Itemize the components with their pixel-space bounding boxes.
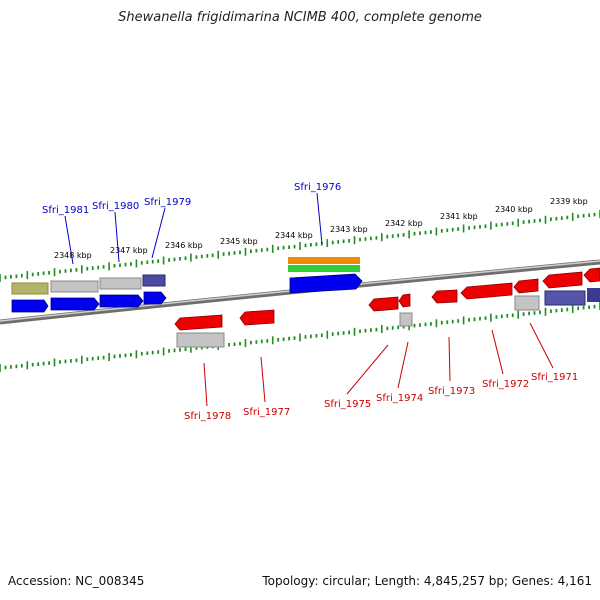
leader-line-sfri-1980 — [114, 211, 120, 263]
leader-line-sfri-1975 — [346, 344, 389, 395]
ruler-label-2345: 2345 kbp — [220, 237, 258, 246]
gene-label-sfri-1975[interactable]: Sfri_1975 — [324, 399, 371, 410]
gene-label-sfri-1979[interactable]: Sfri_1979 — [144, 197, 191, 208]
leader-line-sfri-1973 — [448, 336, 451, 382]
feature-bar-gray[interactable] — [176, 332, 225, 348]
leader-line-sfri-1978 — [203, 362, 208, 407]
feature-bar-gray[interactable] — [99, 277, 142, 290]
forward-features — [11, 257, 600, 313]
ruler-label-2339: 2339 kbp — [550, 197, 588, 206]
gene-arrow-sfri-1973[interactable] — [431, 289, 458, 304]
gene-label-sfri-1974[interactable]: Sfri_1974 — [376, 393, 423, 404]
gene-label-sfri-1971[interactable]: Sfri_1971 — [531, 372, 578, 383]
gene-arrow-sfri-1974[interactable] — [398, 293, 411, 308]
gene-label-sfri-1981[interactable]: Sfri_1981 — [42, 205, 89, 216]
ruler-top — [0, 210, 600, 282]
gene-label-sfri-1976[interactable]: Sfri_1976 — [294, 182, 341, 193]
ruler-bottom — [0, 302, 600, 372]
ruler-label-2347: 2347 kbp — [110, 246, 148, 255]
gene-arrow-sfri-1975[interactable] — [368, 296, 399, 312]
gene-arrow-sfri-1977[interactable] — [239, 309, 275, 326]
gene-label-sfri-1977[interactable]: Sfri_1977 — [243, 407, 290, 418]
gene-arrow-sfri-1980[interactable] — [50, 297, 100, 311]
leader-line-sfri-1972 — [491, 329, 504, 375]
gene-arrow-sfri-1981[interactable] — [11, 299, 49, 313]
feature-bar-slate[interactable] — [142, 274, 166, 287]
gene-label-sfri-1972[interactable]: Sfri_1972 — [482, 379, 529, 390]
feature-bar-gray[interactable] — [50, 280, 99, 293]
leader-line-sfri-1979 — [151, 207, 166, 259]
leader-line-sfri-1971 — [529, 322, 554, 369]
gene-arrow-sfri-1976[interactable] — [289, 273, 363, 294]
feature-bar-gray[interactable] — [399, 312, 413, 327]
gene-arrow-sfri-1978[interactable] — [174, 314, 223, 331]
ruler-label-2346: 2346 kbp — [165, 241, 203, 250]
gene-arrow-sfri-1970[interactable] — [583, 267, 600, 283]
ruler-label-2342: 2342 kbp — [385, 219, 423, 228]
reverse-features — [174, 267, 600, 348]
ruler-label-2348: 2348 kbp — [54, 251, 92, 260]
gene-arrow-sfri-1972[interactable] — [460, 282, 513, 300]
gene-label-sfri-1978[interactable]: Sfri_1978 — [184, 411, 231, 422]
feature-bar-orange[interactable] — [288, 257, 360, 264]
feature-bar-slate[interactable] — [544, 290, 586, 306]
leader-line-sfri-1974 — [397, 341, 409, 389]
gene-arrow-sfri-1979a[interactable] — [99, 294, 144, 308]
gene-arrow-sfri-1971b[interactable] — [542, 271, 583, 289]
feature-bar-gray[interactable] — [514, 295, 540, 311]
gene-arrow-sfri-1979b[interactable] — [143, 291, 167, 305]
leader-line-sfri-1981 — [64, 215, 74, 265]
ruler-label-2341: 2341 kbp — [440, 212, 478, 221]
accession-text: Accession: NC_008345 — [8, 574, 145, 588]
gene-label-sfri-1973[interactable]: Sfri_1973 — [428, 386, 475, 397]
feature-bar-slate[interactable] — [587, 288, 600, 302]
ruler-label-2344: 2344 kbp — [275, 231, 313, 240]
leader-line-sfri-1977 — [260, 356, 266, 403]
gene-label-sfri-1980[interactable]: Sfri_1980 — [92, 201, 139, 212]
feature-bar-olive[interactable] — [11, 282, 49, 295]
leader-line-sfri-1976 — [316, 192, 323, 245]
ruler-label-2343: 2343 kbp — [330, 225, 368, 234]
feature-bar-green[interactable] — [288, 265, 360, 272]
gene-arrow-sfri-1971a[interactable] — [513, 278, 539, 294]
genome-summary-text: Topology: circular; Length: 4,845,257 bp… — [262, 574, 592, 588]
ruler-label-2340: 2340 kbp — [495, 205, 533, 214]
map-title: Shewanella frigidimarina NCIMB 400, comp… — [118, 10, 482, 25]
